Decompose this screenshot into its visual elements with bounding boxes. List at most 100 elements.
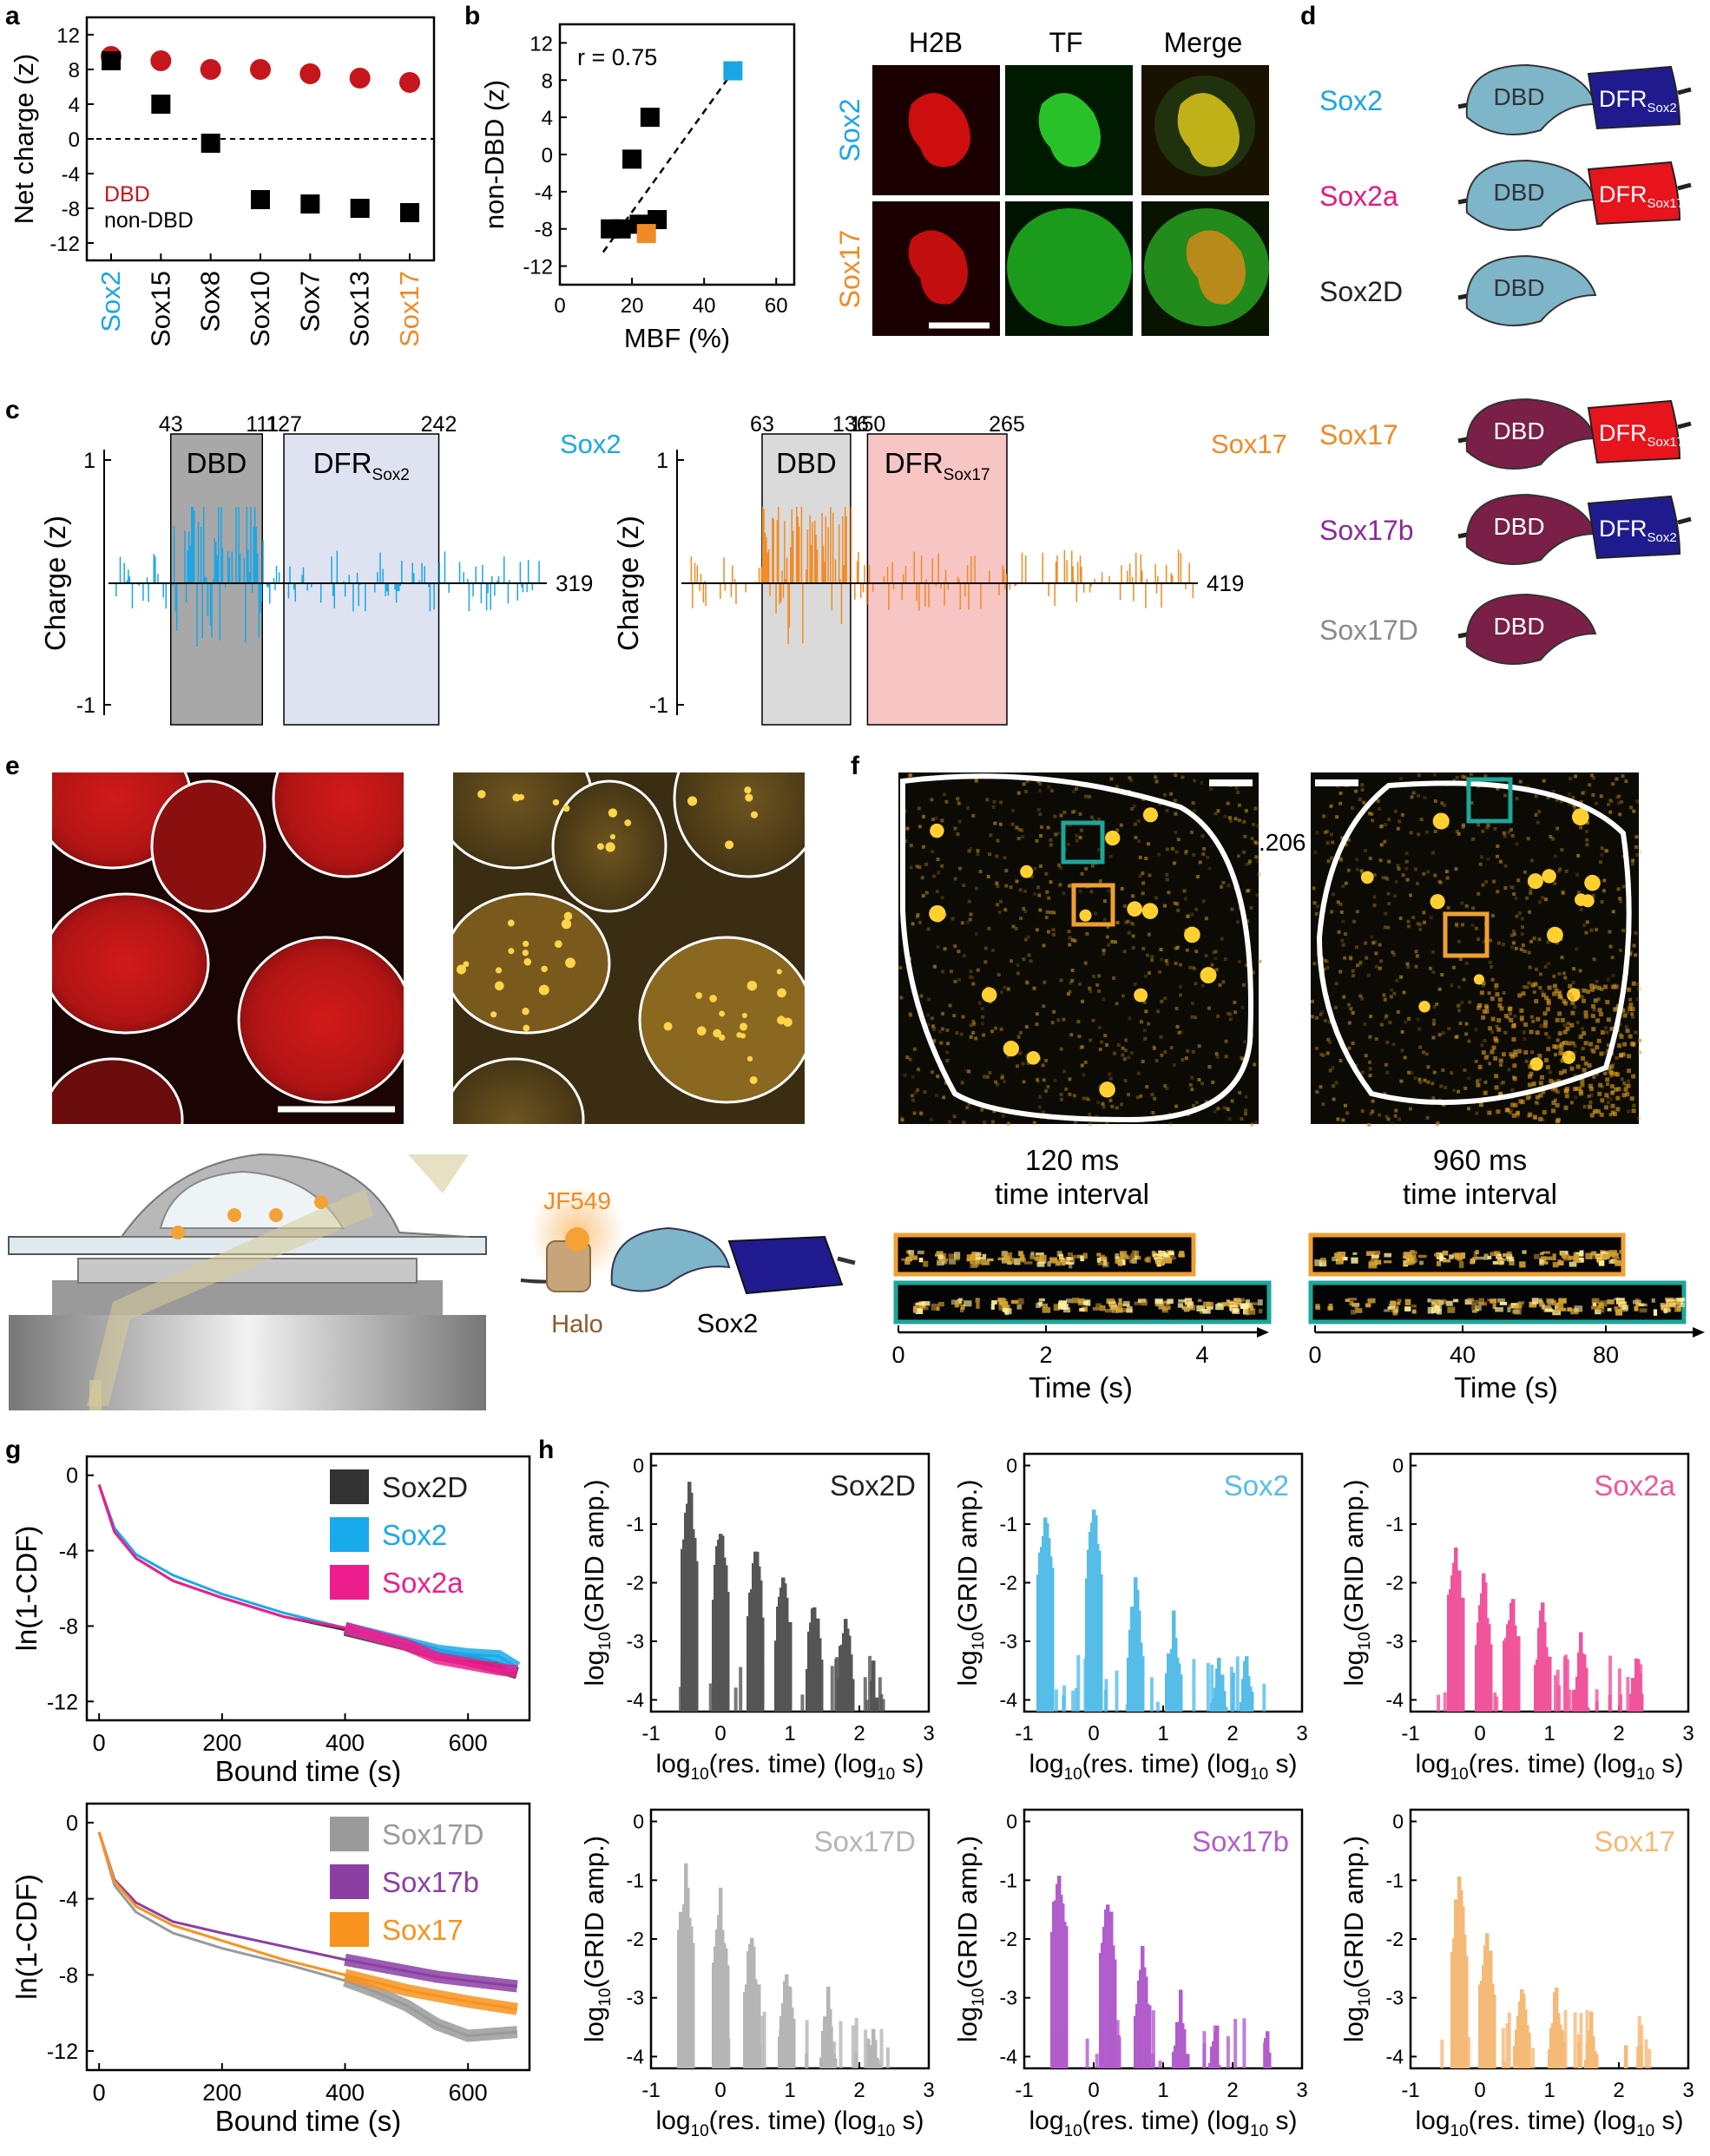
h-ytick-label: -2: [627, 1928, 644, 1950]
c-charge-bar: [204, 576, 207, 584]
c-charge-bar: [842, 516, 844, 584]
g-series-line: [97, 1831, 518, 1988]
h-bar: [1507, 2012, 1511, 2068]
a-ytick-label: -4: [62, 163, 80, 187]
c-charge-bar: [968, 583, 970, 610]
c-charge-bar: [411, 562, 413, 584]
c-charge-bar: [918, 583, 920, 611]
c-ytick-label: -1: [76, 693, 95, 718]
g-legend-swatch: [330, 1565, 369, 1600]
a-nondbd-point: [251, 190, 270, 209]
h-bar: [1053, 2043, 1057, 2068]
e-spot: [523, 940, 529, 947]
c-charge-bar: [758, 568, 760, 584]
g-legend-swatch: [330, 1864, 369, 1899]
f-spot: [1527, 873, 1543, 890]
h-xtick-label: 2: [1613, 1722, 1624, 1745]
c-charge-bar: [1145, 583, 1147, 608]
c-charge-bar: [696, 565, 699, 584]
c-charge-bar: [816, 549, 819, 584]
c-charge-bar: [824, 562, 825, 584]
b-xtick-label: 0: [554, 294, 565, 318]
c-charge-bar: [813, 520, 816, 584]
h-ylabel: log10(GRID amp.): [1338, 1836, 1374, 2042]
c-charge-bar: [255, 527, 257, 584]
a-nondbd-point: [400, 203, 419, 222]
h-ytick-label: -1: [1000, 1513, 1017, 1535]
h-bar: [835, 1657, 839, 1712]
h-bar: [788, 1621, 793, 1712]
c-charge-bar: [248, 571, 251, 584]
c-charge-bar: [902, 574, 904, 584]
h-ytick-label: -1: [627, 1513, 644, 1535]
h-bar: [1608, 1655, 1613, 1712]
h-bar: [1262, 1683, 1266, 1712]
c-charge-bar: [468, 583, 470, 612]
f-left-tick-label: 4: [1195, 1342, 1208, 1368]
b-ytick-label: -12: [523, 256, 553, 279]
d-dfr-label: DFRSox2: [1599, 516, 1677, 545]
f-spot: [1200, 967, 1217, 984]
h-bar: [720, 2038, 725, 2068]
h-xtick-label: 3: [1296, 1722, 1307, 1745]
e-spot: [596, 843, 604, 851]
e-spot: [456, 964, 466, 975]
h-bar: [1231, 1673, 1235, 1712]
h-xtick-label: 2: [853, 2079, 865, 2102]
e-spot: [624, 819, 632, 826]
c-charge-bar: [862, 583, 865, 593]
d-construct-name: Sox2: [1319, 85, 1383, 116]
h-xtick-label: 3: [1296, 2079, 1307, 2102]
h-ytick-label: -4: [1000, 2045, 1018, 2067]
c-charge-bar: [522, 583, 524, 593]
h-bar: [1568, 1689, 1572, 1712]
e-spot: [522, 950, 529, 956]
h-xlabel: log10(res. time) (log10 s): [655, 1750, 924, 1784]
h-bar: [1116, 2034, 1121, 2068]
a-dbd-point: [399, 72, 420, 93]
c-charge-bar: [197, 522, 200, 584]
h-bar: [760, 1662, 764, 1712]
h-bar: [822, 2055, 826, 2068]
c-charge-bar: [332, 583, 334, 596]
h-bar: [1213, 2025, 1217, 2068]
c-charge-bar: [700, 573, 702, 584]
g-ytick-label: -4: [59, 1540, 78, 1564]
c-charge-bar: [1135, 552, 1137, 584]
h-xtick-label: 0: [1474, 1722, 1485, 1745]
c-charge-bar: [196, 583, 198, 647]
a-category-label: Sox2: [95, 271, 126, 332]
c-charge-bar: [868, 564, 871, 584]
h-bar: [1182, 2028, 1187, 2068]
c-charge-bar: [1055, 562, 1057, 584]
micro-col-merge: Merge: [1164, 27, 1243, 58]
e-spot: [463, 961, 470, 968]
c-charge-bar: [1094, 578, 1096, 584]
c-charge-bar: [944, 583, 945, 606]
c-charge-bar: [785, 578, 786, 584]
a-category-label: Sox8: [195, 271, 226, 332]
c-charge-bar: [781, 570, 783, 584]
e-spot: [523, 957, 532, 966]
panel-letter-d: d: [1300, 2, 1316, 30]
c-charge-bar: [1004, 583, 1006, 590]
c-charge-bar: [699, 583, 700, 591]
c-charge-bar: [516, 583, 519, 601]
c-charge-bar: [344, 583, 346, 597]
g-legend-label: Sox17b: [382, 1866, 479, 1898]
h-bar: [832, 2041, 837, 2068]
h-bar: [1222, 1691, 1227, 1712]
e-spot: [777, 988, 786, 998]
h-bar: [1099, 1574, 1103, 1712]
c-charge-bar: [521, 583, 523, 588]
c-charge-bar: [1009, 583, 1011, 590]
g-legend-label: Sox2D: [382, 1471, 468, 1503]
c-charge-bar: [1066, 560, 1068, 584]
h-xtick-label: 3: [923, 1722, 934, 1745]
c-ytick-label: 1: [83, 449, 95, 473]
h-bar: [792, 2018, 796, 2068]
b-ytick-label: -4: [535, 181, 553, 205]
c-charge-bar: [1056, 555, 1058, 584]
d-dbd-label: DBD: [1493, 513, 1544, 540]
f-spot: [1020, 864, 1034, 878]
